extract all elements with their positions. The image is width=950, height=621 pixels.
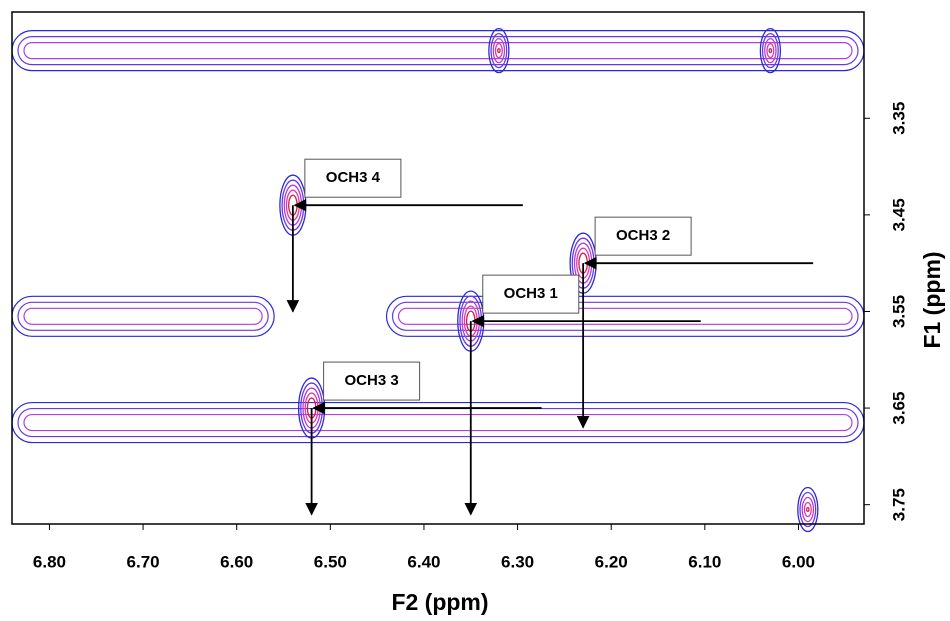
contour-peak xyxy=(799,491,817,528)
contour-band xyxy=(23,413,853,432)
x-tick-label: 6.30 xyxy=(501,552,534,571)
contour-peak xyxy=(801,496,815,523)
contour-peak xyxy=(805,506,810,513)
label-box xyxy=(304,158,402,198)
peak-label: OCH3 4 xyxy=(326,169,381,186)
x-tick-label: 6.20 xyxy=(595,552,628,571)
y-tick-label: 3.45 xyxy=(889,198,908,231)
contour-band xyxy=(23,42,853,60)
y-tick-label: 3.75 xyxy=(889,488,908,521)
contour-peak xyxy=(803,501,812,518)
label-box xyxy=(594,216,692,256)
x-tick-label: 6.10 xyxy=(688,552,721,571)
x-tick-label: 6.50 xyxy=(314,552,347,571)
x-tick-label: 6.40 xyxy=(407,552,440,571)
contour-peak xyxy=(797,486,819,533)
contour-peak xyxy=(492,37,506,64)
x-tick-label: 6.00 xyxy=(782,552,815,571)
contour-peak xyxy=(494,42,503,59)
contour-band xyxy=(391,301,859,331)
peak-label: OCH3 3 xyxy=(345,372,399,389)
contour-peak xyxy=(761,32,779,69)
contour-band xyxy=(397,307,853,325)
contour-peak xyxy=(764,37,777,64)
contour-band xyxy=(17,301,269,331)
contour-peak xyxy=(759,27,782,74)
peak-label: OCH3 2 xyxy=(616,227,670,244)
contour-peak xyxy=(768,47,773,54)
contour-peak xyxy=(497,47,501,54)
plot-frame xyxy=(11,11,865,525)
x-tick-label: 6.60 xyxy=(220,552,253,571)
y-tick-label: 3.55 xyxy=(889,295,908,328)
contour-peak xyxy=(490,32,508,69)
y-axis-title: F1 (ppm) xyxy=(919,251,945,348)
contour-peak xyxy=(488,27,510,74)
y-tick-label: 3.35 xyxy=(889,102,908,135)
label-box xyxy=(482,274,580,314)
x-tick-label: 6.70 xyxy=(127,552,160,571)
contour-peak xyxy=(766,42,775,59)
y-tick-label: 3.65 xyxy=(889,392,908,425)
contour-band xyxy=(17,36,859,66)
peak-label: OCH3 1 xyxy=(504,285,558,302)
label-box xyxy=(323,361,421,401)
contour-band xyxy=(23,307,263,325)
x-axis-title: F2 (ppm) xyxy=(391,589,488,615)
x-tick-label: 6.80 xyxy=(33,552,66,571)
